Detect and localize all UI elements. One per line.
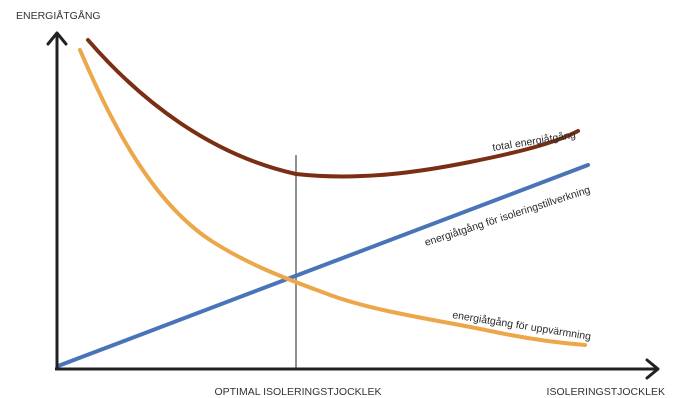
x-axis-arrow-icon [645,358,660,380]
total-energy-curve [86,38,580,179]
y-axis [46,31,68,370]
x-axis-label: ISOLERINGSTJOCKLEK [547,386,665,398]
production-energy-line [56,163,590,368]
heating-energy-curve [78,48,587,347]
total-curve-label: total energiåtgång [492,129,577,154]
optimum-label: OPTIMAL ISOLERINGSTJOCKLEK [214,386,381,398]
y-axis-arrow-icon [46,31,68,46]
y-axis-label: ENERGIÅTGÅNG [16,9,101,22]
x-axis [55,358,660,380]
